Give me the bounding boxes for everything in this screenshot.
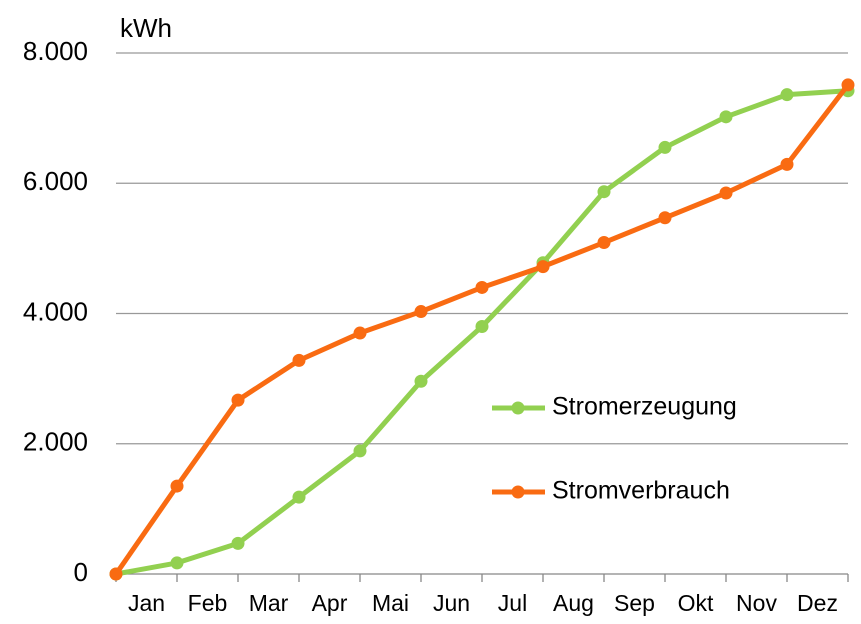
data-point bbox=[414, 305, 428, 319]
x-tick-label: Jun bbox=[433, 590, 470, 616]
data-point bbox=[658, 140, 672, 154]
legend-marker bbox=[511, 485, 525, 499]
y-tick-label: 6.000 bbox=[23, 166, 88, 196]
data-point bbox=[292, 353, 306, 367]
data-point bbox=[231, 393, 245, 407]
x-tick-label: Apr bbox=[312, 590, 348, 616]
data-point bbox=[109, 567, 123, 581]
x-tick-label: Aug bbox=[553, 590, 594, 616]
data-point bbox=[597, 236, 611, 250]
legend-label: Stromerzeugung bbox=[552, 393, 737, 421]
x-tick-label: Mar bbox=[249, 590, 289, 616]
x-tick-label: Okt bbox=[678, 590, 714, 616]
data-point bbox=[353, 326, 367, 340]
data-point bbox=[780, 157, 794, 171]
x-tick-label: Mai bbox=[372, 590, 409, 616]
data-point bbox=[536, 260, 550, 274]
y-tick-label: 4.000 bbox=[23, 296, 88, 326]
x-tick-label: Jan bbox=[128, 590, 165, 616]
x-tick-label: Jul bbox=[498, 590, 527, 616]
y-tick-label: 2.000 bbox=[23, 427, 88, 457]
x-tick-label: Dez bbox=[797, 590, 838, 616]
x-tick-label: Feb bbox=[188, 590, 228, 616]
data-point bbox=[658, 211, 672, 225]
data-point bbox=[170, 556, 184, 570]
y-axis-label: kWh bbox=[120, 13, 172, 43]
data-point bbox=[414, 374, 428, 388]
y-tick-label: 8.000 bbox=[23, 36, 88, 66]
data-point bbox=[231, 536, 245, 550]
data-point bbox=[719, 186, 733, 200]
x-tick-label: Nov bbox=[736, 590, 777, 616]
data-point bbox=[170, 479, 184, 493]
legend-label: Stromverbrauch bbox=[552, 477, 730, 505]
data-point bbox=[353, 444, 367, 458]
data-point bbox=[841, 78, 855, 92]
x-tick-label: Sep bbox=[614, 590, 655, 616]
data-point bbox=[292, 490, 306, 504]
data-point bbox=[780, 88, 794, 102]
data-point bbox=[475, 320, 489, 334]
y-tick-label: 0 bbox=[74, 557, 88, 587]
data-point bbox=[719, 110, 733, 124]
data-point bbox=[597, 185, 611, 199]
data-point bbox=[475, 280, 489, 294]
legend-marker bbox=[511, 401, 525, 415]
